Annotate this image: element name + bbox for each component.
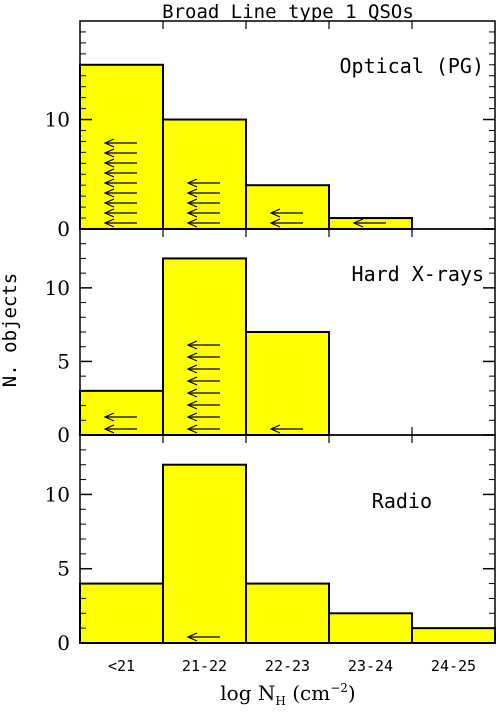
panels-group: 0 10 Optical (PG) 0 5 10 Hard X-rays 0 5 10 Radio <… xyxy=(45,20,496,675)
bar-middle-0 xyxy=(79,389,164,437)
bar-bottom-2 xyxy=(245,582,330,644)
upper-limit-arrow-top-0-2 xyxy=(103,198,137,208)
y-tick-label-top-0: 0 xyxy=(57,217,70,241)
upper-limit-arrow-middle-0-0 xyxy=(103,424,137,434)
upper-limit-arrow-middle-1-0 xyxy=(186,424,220,434)
bar-bottom-0 xyxy=(79,582,164,644)
upper-limit-arrow-middle-1-4 xyxy=(186,376,220,386)
bar-top-0 xyxy=(79,63,164,230)
panel-label-bottom: Radio xyxy=(372,489,432,513)
upper-limit-arrow-top-1-3 xyxy=(186,188,220,198)
x-axis-label-unit-close: ) xyxy=(348,681,356,705)
x-tick-label-2: 22-23 xyxy=(265,657,310,675)
x-tick-label-0: <21 xyxy=(108,657,135,675)
panel-label-top: Optical (PG) xyxy=(340,54,485,78)
x-tick-label-1: 21-22 xyxy=(182,657,227,675)
x-tick-label-4: 24-25 xyxy=(431,657,476,675)
upper-limit-arrow-middle-1-7 xyxy=(186,340,220,350)
upper-limit-arrow-top-0-7 xyxy=(103,148,137,158)
x-axis-label: log NH (cm−2) xyxy=(220,681,355,708)
y-tick-label-bottom-5: 5 xyxy=(57,557,70,581)
upper-limit-arrow-middle-1-6 xyxy=(186,352,220,362)
x-axis-label-subscript: H xyxy=(275,694,285,708)
upper-limit-arrow-top-0-0 xyxy=(103,218,137,228)
upper-limit-arrow-middle-1-5 xyxy=(186,364,220,374)
upper-limit-arrow-top-0-8 xyxy=(103,138,137,148)
y-tick-label-bottom-10: 10 xyxy=(45,482,70,506)
upper-limit-arrow-top-1-1 xyxy=(186,208,220,218)
y-tick-label-bottom-0: 0 xyxy=(57,631,70,655)
chart-title: Broad Line type 1 QSOs xyxy=(162,1,414,23)
y-tick-label-middle-10: 10 xyxy=(45,276,70,300)
x-tick-label-3: 23-24 xyxy=(348,657,393,675)
upper-limit-arrow-top-1-2 xyxy=(186,198,220,208)
upper-limit-arrow-top-2-1 xyxy=(269,208,303,218)
upper-limit-arrow-middle-1-2 xyxy=(186,400,220,410)
upper-limit-arrow-top-0-3 xyxy=(103,188,137,198)
bar-middle-1 xyxy=(162,257,247,436)
bar-bottom-1 xyxy=(162,463,247,645)
x-axis-label-main: log N xyxy=(220,681,275,705)
upper-limit-arrow-top-0-5 xyxy=(103,168,137,178)
upper-limit-arrow-top-0-4 xyxy=(103,178,137,188)
upper-limit-arrow-middle-0-1 xyxy=(103,412,137,422)
panel-label-middle: Hard X-rays xyxy=(352,262,484,286)
upper-limit-arrow-middle-2-0 xyxy=(269,424,303,434)
x-axis-label-unit: (cm xyxy=(286,681,330,705)
bar-middle-2 xyxy=(245,331,330,436)
upper-limit-arrow-top-1-0 xyxy=(186,218,220,228)
bar-bottom-3 xyxy=(328,612,413,644)
upper-limit-arrow-top-3-0 xyxy=(352,218,386,228)
x-axis-label-superscript: −2 xyxy=(330,681,348,695)
bar-top-1 xyxy=(162,118,247,230)
upper-limit-arrow-top-2-0 xyxy=(269,218,303,228)
upper-limit-arrow-top-0-6 xyxy=(103,158,137,168)
y-axis-label: N. objects xyxy=(0,273,21,387)
y-tick-label-middle-5: 5 xyxy=(57,349,70,373)
upper-limit-arrow-top-0-1 xyxy=(103,208,137,218)
upper-limit-arrow-middle-1-1 xyxy=(186,412,220,422)
y-tick-label-middle-0: 0 xyxy=(57,423,70,447)
upper-limit-arrow-top-1-4 xyxy=(186,178,220,188)
upper-limit-arrow-bottom-1-0 xyxy=(186,632,220,642)
bar-bottom-4 xyxy=(411,627,496,645)
y-tick-label-top-10: 10 xyxy=(45,108,70,132)
upper-limit-arrow-middle-1-3 xyxy=(186,388,220,398)
